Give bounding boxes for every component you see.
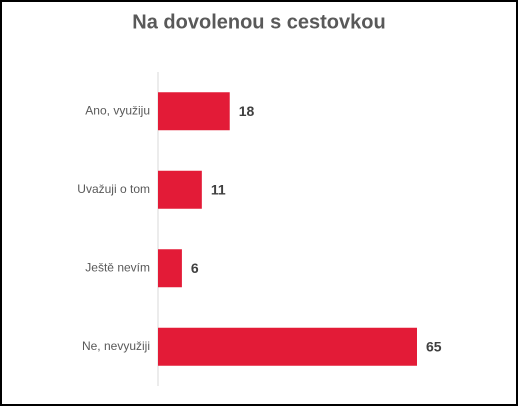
category-label: Ještě nevím: [85, 260, 150, 274]
category-label: Uvažuji o tom: [77, 182, 150, 196]
bar: [158, 92, 230, 131]
chart-title: Na dovolenou s cestovkou: [132, 11, 385, 33]
category-label: Ne, nevyužiji: [82, 339, 150, 353]
value-label: 6: [191, 260, 199, 276]
bar: [158, 327, 417, 366]
bar: [158, 170, 202, 209]
category-label: Ano, využiju: [85, 103, 150, 117]
value-label: 11: [211, 181, 226, 197]
bar: [158, 249, 182, 288]
value-label: 65: [426, 338, 442, 354]
value-label: 18: [239, 103, 255, 119]
